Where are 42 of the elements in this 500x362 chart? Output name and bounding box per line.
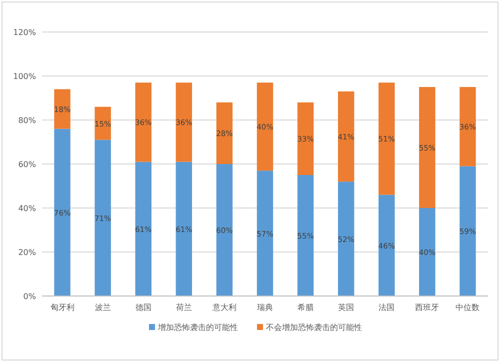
legend-label: 不会增加恐怖袭击的可能性 bbox=[266, 323, 362, 332]
y-tick-label: 20% bbox=[18, 248, 36, 257]
x-tick-label: 意大利 bbox=[211, 303, 236, 312]
bar bbox=[94, 140, 111, 296]
bar bbox=[338, 182, 354, 296]
y-tick-label: 60% bbox=[18, 160, 36, 169]
bar bbox=[54, 89, 70, 129]
bar bbox=[297, 175, 314, 296]
bar bbox=[256, 82, 274, 171]
legend-label: 增加恐怖袭击的可能性 bbox=[157, 323, 238, 332]
y-tick-label: 100% bbox=[13, 72, 36, 81]
y-tick-label: 80% bbox=[18, 116, 36, 125]
bar bbox=[176, 82, 192, 162]
x-tick-label: 匈牙利 bbox=[50, 303, 74, 312]
x-tick-label: 法国 bbox=[378, 303, 395, 312]
bar bbox=[176, 162, 192, 296]
x-tick-label: 荷兰 bbox=[176, 303, 192, 312]
bar bbox=[419, 208, 436, 296]
bar bbox=[338, 91, 354, 182]
y-tick-label: 40% bbox=[18, 204, 36, 213]
bar bbox=[94, 106, 111, 140]
bar bbox=[378, 194, 395, 296]
bar bbox=[135, 162, 152, 296]
bar bbox=[54, 128, 70, 296]
y-tick-label: 120% bbox=[13, 28, 36, 37]
x-tick-label: 波兰 bbox=[94, 303, 111, 312]
x-tick-label: 德国 bbox=[135, 303, 152, 312]
x-tick-label: 英国 bbox=[338, 303, 354, 312]
bar bbox=[378, 82, 395, 195]
bar bbox=[216, 102, 233, 164]
bar bbox=[135, 82, 152, 162]
bar bbox=[460, 87, 476, 166]
x-tick-label: 希腊 bbox=[298, 303, 314, 312]
x-tick-label: 西班牙 bbox=[415, 303, 440, 312]
bar bbox=[460, 166, 476, 296]
x-tick-label: 中位数 bbox=[456, 303, 480, 312]
bar bbox=[297, 102, 314, 175]
x-tick-label: 瑞典 bbox=[257, 303, 273, 312]
y-tick-label: 0% bbox=[23, 292, 36, 301]
bar bbox=[419, 87, 436, 208]
bar bbox=[256, 170, 274, 296]
bar bbox=[216, 164, 233, 296]
